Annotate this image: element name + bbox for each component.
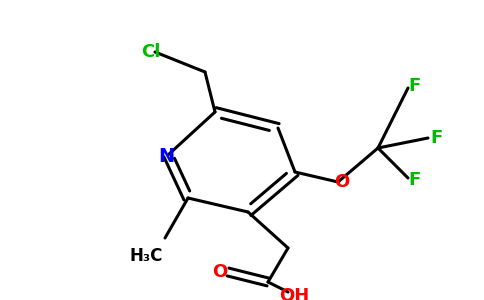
Text: F: F [430,129,442,147]
Text: F: F [408,171,420,189]
Text: OH: OH [279,287,309,300]
Text: O: O [334,173,349,191]
Text: F: F [408,77,420,95]
Text: N: N [158,146,174,166]
Text: O: O [212,263,227,281]
Text: Cl: Cl [141,43,161,61]
Text: H₃C: H₃C [130,247,163,265]
